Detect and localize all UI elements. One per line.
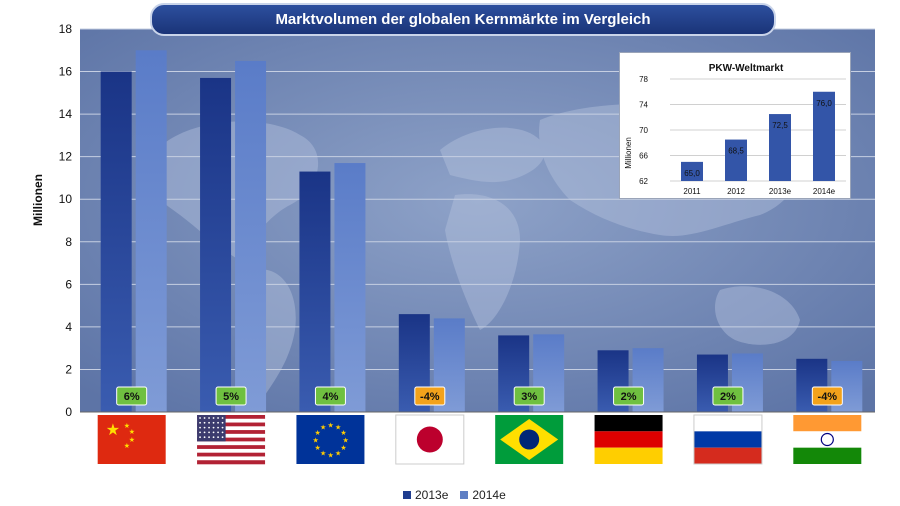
inset-chart: PKW-Weltmarkt Millionen 62 66 70 74 78 65,0 6… — [619, 52, 851, 199]
change-badge-eu — [314, 386, 346, 406]
inset-bar-2012 — [725, 139, 747, 181]
svg-text:★: ★ — [314, 444, 320, 452]
inset-x-tick-label: 2014e — [813, 187, 836, 196]
change-label-indien: -4% — [818, 391, 838, 403]
svg-text:★: ★ — [314, 429, 320, 437]
svg-text:★: ★ — [327, 452, 333, 460]
legend-swatch-2014e — [460, 491, 469, 499]
bar-2014e-eu — [334, 163, 366, 412]
usa-flag-icon — [197, 415, 266, 465]
svg-text:★: ★ — [340, 429, 346, 437]
y-tick-label: 14 — [59, 107, 73, 121]
svg-text:★: ★ — [124, 442, 130, 450]
svg-text:★: ★ — [106, 422, 120, 439]
svg-text:★: ★ — [312, 437, 318, 445]
chart-title: Marktvolumen der globalen Kernmärkte im … — [150, 3, 776, 36]
country-flags: ★ ★★★★★★★★★★★★★ ★ ★★ — [97, 414, 862, 465]
svg-text:★: ★ — [342, 437, 348, 445]
svg-text:★: ★ — [124, 422, 130, 430]
legend: 2013e 2014e — [403, 488, 506, 502]
change-badge-brasilien — [513, 386, 545, 406]
inset-x-tick-label: 2011 — [683, 187, 701, 196]
change-badge-deutschland — [613, 386, 645, 406]
bars — [100, 50, 863, 413]
inset-data-label: 72,5 — [772, 121, 788, 130]
y-axis-label: Millionen — [31, 174, 45, 226]
svg-text:★: ★ — [320, 449, 326, 457]
svg-text:★: ★ — [335, 424, 341, 432]
y-tick-label: 10 — [59, 192, 73, 206]
svg-text:★: ★ — [335, 449, 341, 457]
legend-label-2013e: 2013e — [415, 488, 449, 502]
inset-y-tick-label: 78 — [639, 75, 648, 84]
inset-data-label: 65,0 — [684, 169, 700, 178]
legend-label-2014e: 2014e — [472, 488, 506, 502]
bar-2013e-usa — [200, 77, 232, 412]
change-badge-usa — [215, 386, 247, 406]
inset-y-axis-label: Millionen — [624, 137, 633, 169]
change-badge-china — [116, 386, 148, 406]
y-tick-label: 2 — [65, 362, 72, 376]
y-tick-label: 8 — [65, 235, 72, 249]
inset-bar-2014e — [813, 91, 835, 181]
eu-flag-icon: ★★★★★★★★★ ★ ★★ — [296, 415, 365, 464]
inset-x-ticks: 2011 2012 2013e 2014e — [683, 187, 835, 196]
bar-2013e-china — [100, 71, 132, 413]
change-badge-indien — [811, 386, 843, 406]
change-label-usa: 5% — [223, 391, 239, 403]
brazil-flag-icon — [495, 415, 564, 464]
germany-flag-icon — [594, 415, 663, 464]
y-tick-label: 18 — [59, 22, 73, 36]
inset-bar-2013e — [769, 114, 791, 181]
change-label-japan: -4% — [420, 391, 440, 403]
change-label-china: 6% — [124, 391, 140, 403]
inset-y-tick-label: 70 — [639, 126, 648, 135]
india-flag-icon — [793, 415, 862, 464]
svg-text:★: ★ — [320, 424, 326, 432]
bar-2014e-usa — [235, 60, 267, 413]
inset-y-tick-label: 66 — [639, 152, 648, 161]
change-label-brasilien: 3% — [521, 391, 537, 403]
inset-y-tick-label: 74 — [639, 101, 648, 110]
y-tick-label: 4 — [65, 320, 72, 334]
change-label-deutschland: 2% — [621, 391, 637, 403]
inset-bars: 65,0 68,5 72,5 76,0 — [681, 91, 835, 181]
legend-swatch-2013e — [403, 491, 411, 499]
change-badges: 6% 5% 4% -4% 3% 2% 2% -4% — [116, 386, 843, 406]
svg-text:★: ★ — [327, 422, 333, 430]
inset-y-tick-label: 62 — [639, 177, 648, 186]
y-tick-label: 12 — [59, 150, 73, 164]
russia-flag-icon — [693, 414, 763, 465]
svg-text:★: ★ — [340, 444, 346, 452]
inset-bar-2011 — [681, 161, 703, 181]
y-tick-label: 0 — [65, 405, 72, 419]
china-flag-icon: ★ ★★★★ — [97, 415, 166, 464]
bar-2013e-eu — [299, 171, 331, 412]
change-badge-japan — [414, 386, 446, 406]
svg-text:★: ★ — [129, 428, 135, 436]
svg-text:★: ★ — [129, 436, 135, 444]
change-label-eu: 4% — [322, 391, 338, 403]
y-tick-label: 6 — [65, 277, 72, 291]
y-axis-ticks: 0 2 4 6 8 10 12 14 16 18 — [59, 22, 73, 419]
inset-x-tick-label: 2013e — [769, 187, 792, 196]
inset-data-label: 76,0 — [816, 99, 832, 108]
inset-x-tick-label: 2012 — [727, 187, 745, 196]
legend-item-2014e: 2014e — [460, 488, 506, 502]
change-label-russland: 2% — [720, 391, 736, 403]
legend-item-2013e: 2013e — [403, 488, 448, 502]
inset-data-label: 68,5 — [728, 147, 744, 156]
inset-title: PKW-Weltmarkt — [709, 63, 784, 74]
japan-flag-icon — [395, 414, 465, 465]
change-badge-russland — [712, 386, 744, 406]
y-tick-label: 16 — [59, 65, 73, 79]
bar-2014e-china — [135, 50, 167, 413]
